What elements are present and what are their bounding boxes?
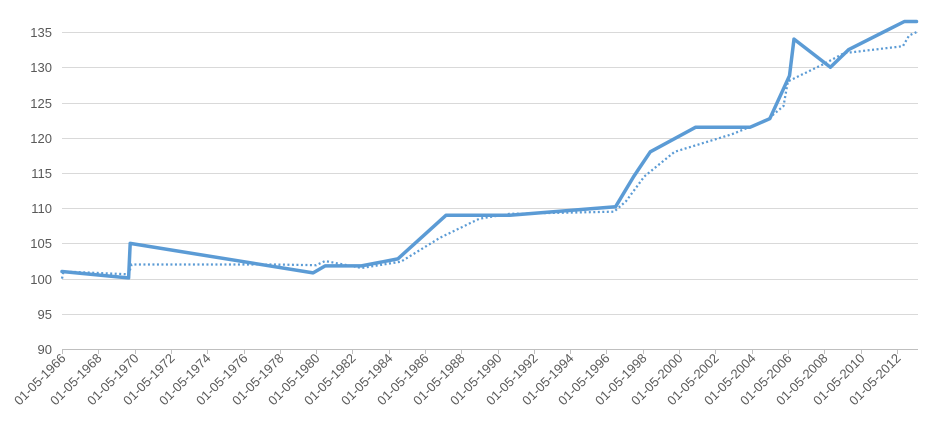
y-tick-label-120: 120 [30,131,52,146]
y-tick-label-90: 90 [38,342,52,357]
y-tick-label-115: 115 [31,166,52,181]
y-tick-label-95: 95 [38,307,52,322]
y-tick-label-105: 105 [30,236,52,251]
x-axis-tick-labels: 01-05-196601-05-196801-05-197001-05-1972… [11,351,904,409]
y-tick-label-125: 125 [30,96,52,111]
y-axis-tick-labels: 90 95 100 105 110 115 120 125 130 135 [30,25,52,357]
y-tick-label-130: 130 [30,60,52,75]
series-line-dotted [60,31,917,279]
gridlines [62,32,918,315]
axes [62,349,918,354]
series-line-solid [60,19,919,280]
y-tick-label-135: 135 [30,25,52,40]
y-tick-label-100: 100 [30,272,52,287]
series-lines [60,19,919,280]
y-tick-label-110: 110 [31,201,52,216]
